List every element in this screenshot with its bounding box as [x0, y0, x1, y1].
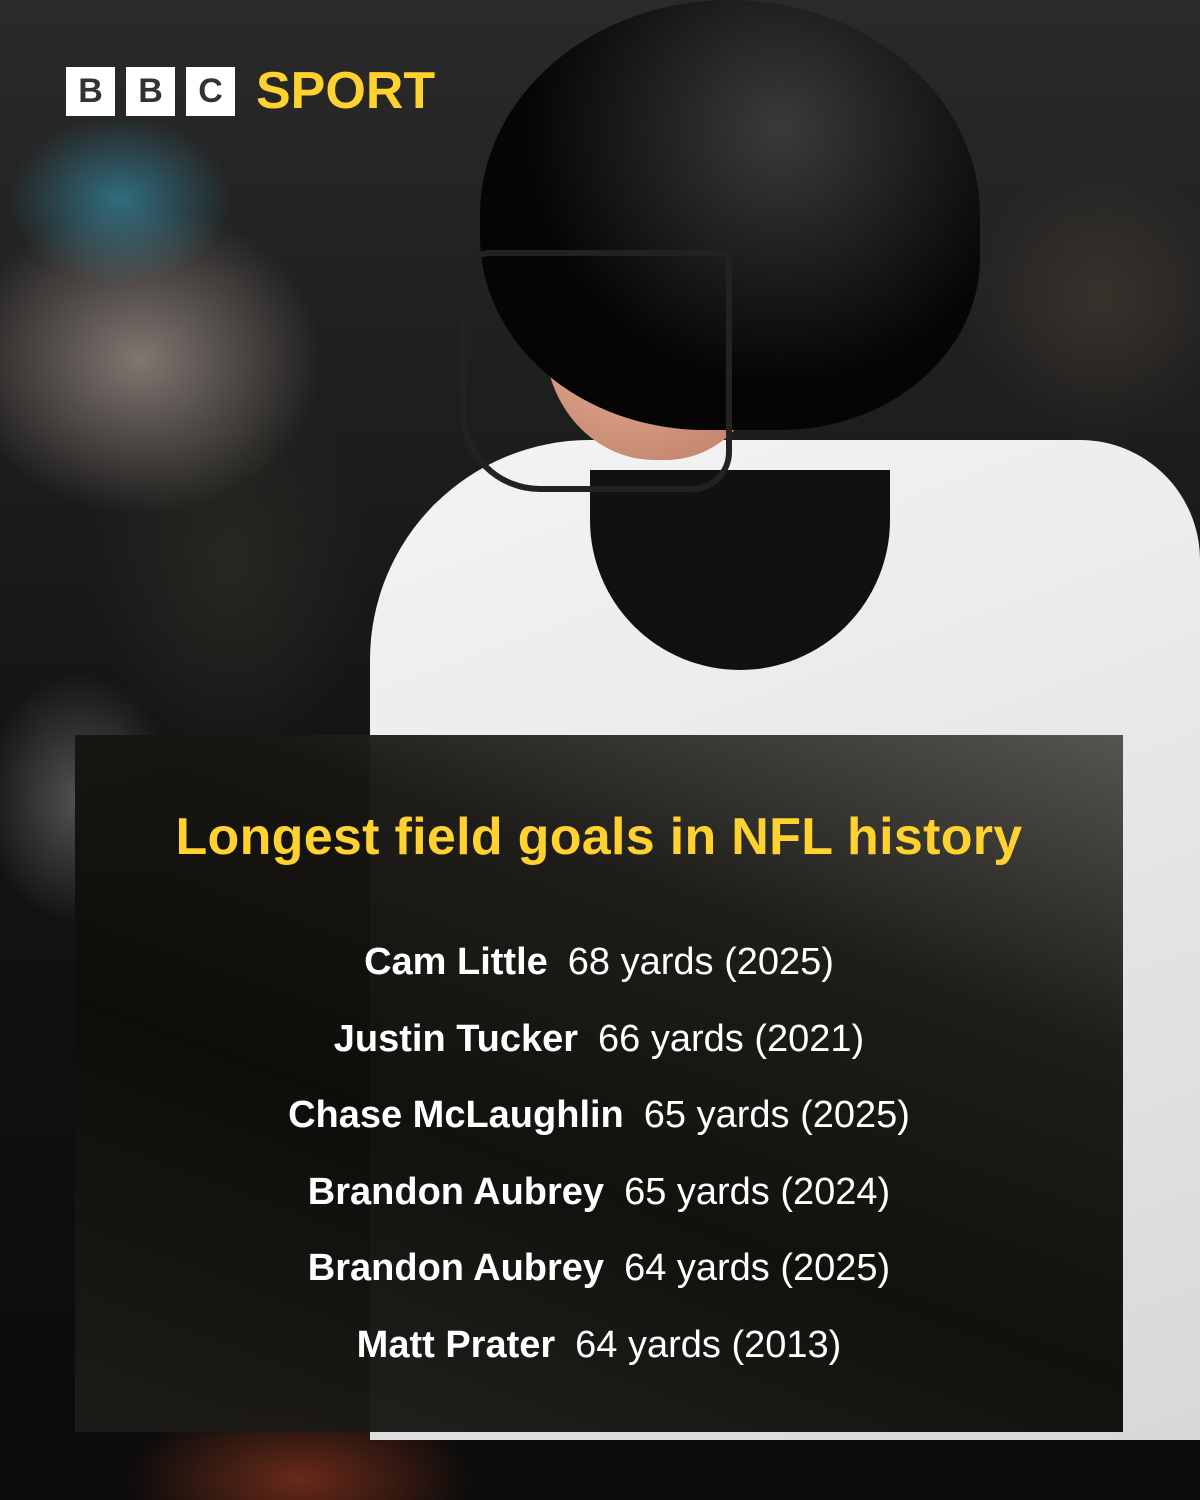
record-detail: 65 yards (2025) [643, 1094, 910, 1136]
player-name: Brandon Aubrey [307, 1247, 605, 1289]
record-list: Cam Little 68 yards (2025) Justin Tucker 6… [75, 938, 1123, 1397]
list-item: Matt Prater 64 yards (2013) [75, 1321, 1123, 1398]
record-detail: 66 yards (2021) [598, 1017, 865, 1060]
record-detail: 68 yards (2025) [567, 941, 834, 983]
list-item: Brandon Aubrey 65 yards (2024) [75, 1168, 1123, 1245]
list-item: Chase McLaughlin 65 yards (2025) [75, 1091, 1123, 1168]
list-item: Cam Little 68 yards (2025) [75, 938, 1123, 1015]
player-name: Chase McLaughlin [288, 1094, 624, 1136]
logo-letter: B [126, 67, 175, 116]
bbc-sport-logo: B B C SPORT [66, 62, 436, 120]
logo-letter: B [66, 67, 115, 116]
player-name: Justin Tucker [333, 1017, 579, 1060]
helmet-facemask [460, 250, 732, 492]
player-name: Matt Prater [356, 1323, 556, 1366]
player-name: Brandon Aubrey [307, 1170, 605, 1213]
list-item: Brandon Aubrey 64 yards (2025) [75, 1244, 1123, 1321]
record-detail: 64 yards (2013) [575, 1323, 842, 1366]
list-item: Justin Tucker 66 yards (2021) [75, 1015, 1123, 1092]
logo-letter: C [186, 67, 235, 116]
record-detail: 64 yards (2025) [624, 1247, 891, 1289]
logo-sport: SPORT [256, 62, 436, 120]
panel-title: Longest field goals in NFL history [175, 808, 1023, 866]
player-name: Cam Little [364, 941, 548, 983]
stats-panel: Longest field goals in NFL history Cam L… [75, 735, 1123, 1432]
record-detail: 65 yards (2024) [624, 1170, 891, 1213]
